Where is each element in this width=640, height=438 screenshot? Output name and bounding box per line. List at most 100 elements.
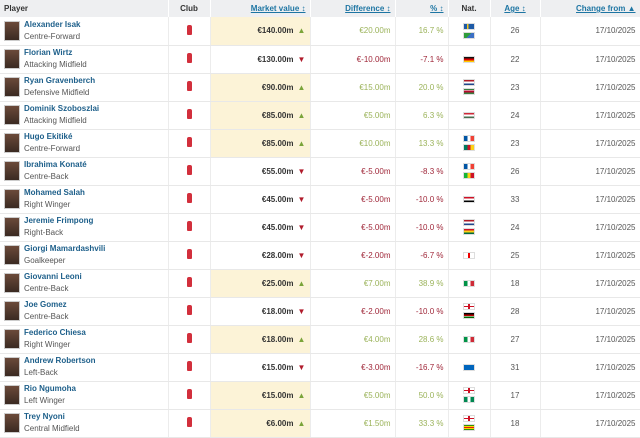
- table-row: Alexander Isak Centre-Forward €140.00m ▲ €…: [0, 17, 640, 46]
- header-club: Club: [168, 0, 211, 17]
- difference: €-3.00m: [310, 353, 396, 382]
- player-name-link[interactable]: Andrew Robertson: [24, 356, 96, 365]
- market-value: €25.00m: [261, 278, 294, 288]
- liverpool-crest-icon[interactable]: [186, 417, 192, 427]
- liverpool-crest-icon[interactable]: [186, 305, 192, 315]
- flag-france-icon: [463, 135, 475, 142]
- market-value: €45.00m: [261, 222, 294, 232]
- age: 26: [490, 17, 541, 46]
- player-photo[interactable]: [4, 133, 20, 153]
- player-photo[interactable]: [4, 413, 20, 433]
- player-position: Right Winger: [24, 340, 71, 349]
- flag-netherlands-icon: [463, 79, 475, 86]
- player-name-link[interactable]: Giovanni Leoni: [24, 272, 82, 281]
- player-position: Attacking Midfield: [24, 116, 87, 125]
- sort-change-from[interactable]: Change from ▲: [576, 4, 636, 13]
- change-from-date: 17/10/2025: [540, 353, 640, 382]
- flag-sweden-icon: [463, 22, 475, 30]
- age: 33: [490, 185, 541, 214]
- flag-france-icon: [463, 163, 475, 170]
- market-value: €130.00m: [257, 54, 294, 64]
- flag-england-icon: [463, 415, 475, 422]
- player-photo[interactable]: [4, 329, 20, 349]
- liverpool-crest-icon[interactable]: [186, 24, 192, 35]
- liverpool-crest-icon[interactable]: [186, 333, 192, 343]
- player-photo[interactable]: [4, 189, 20, 209]
- flag-nigeria-icon: [463, 396, 475, 403]
- change-from-date: 17/10/2025: [540, 185, 640, 214]
- liverpool-crest-icon[interactable]: [186, 221, 192, 231]
- market-value: €85.00m: [261, 138, 294, 148]
- liverpool-crest-icon[interactable]: [186, 81, 192, 91]
- age: 26: [490, 157, 541, 186]
- player-name-link[interactable]: Giorgi Mamardashvili: [24, 244, 106, 253]
- player-name-link[interactable]: Rio Ngumoha: [24, 384, 76, 393]
- arrow-up-icon: ▲: [297, 418, 306, 428]
- table-row: Andrew Robertson Left-Back €15.00m ▼ €-3.0…: [0, 353, 640, 382]
- player-name-link[interactable]: Ibrahima Konaté: [24, 160, 87, 169]
- liverpool-crest-icon[interactable]: [186, 53, 192, 63]
- liverpool-crest-icon[interactable]: [186, 389, 192, 399]
- liverpool-crest-icon[interactable]: [186, 137, 192, 147]
- table-row: Ryan Gravenberch Defensive Midfield €90.0…: [0, 73, 640, 102]
- percent-change: 33.3 %: [395, 409, 449, 438]
- player-name-link[interactable]: Alexander Isak: [24, 19, 81, 29]
- market-value: €6.00m: [266, 418, 294, 428]
- table-row: Dominik Szoboszlai Attacking Midfield €85…: [0, 101, 640, 130]
- percent-change: 28.6 %: [395, 325, 449, 354]
- player-name-link[interactable]: Jeremie Frimpong: [24, 216, 94, 225]
- liverpool-crest-icon[interactable]: [186, 249, 192, 259]
- player-name-link[interactable]: Ryan Gravenberch: [24, 76, 96, 85]
- flag-hungary-icon: [463, 111, 475, 119]
- change-from-date: 17/10/2025: [540, 241, 640, 270]
- arrow-up-icon: ▲: [297, 390, 306, 400]
- arrow-up-icon: ▲: [297, 82, 306, 92]
- player-photo[interactable]: [4, 20, 20, 41]
- arrow-down-icon: ▼: [297, 166, 306, 176]
- header-player: Player: [0, 0, 169, 17]
- difference: €-2.00m: [310, 297, 396, 326]
- player-position: Centre-Back: [24, 172, 69, 181]
- player-photo[interactable]: [4, 385, 20, 405]
- player-photo[interactable]: [4, 217, 20, 237]
- player-photo[interactable]: [4, 301, 20, 321]
- percent-change: 6.3 %: [395, 101, 449, 130]
- table-header: Player Club Market value ↕ Difference ↕ …: [0, 0, 640, 17]
- player-name-link[interactable]: Federico Chiesa: [24, 328, 86, 337]
- player-name-link[interactable]: Hugo Ekitiké: [24, 132, 73, 141]
- player-photo[interactable]: [4, 77, 20, 97]
- sort-market-value[interactable]: Market value ↕: [250, 4, 306, 13]
- liverpool-crest-icon[interactable]: [186, 193, 192, 203]
- sort-difference[interactable]: Difference ↕: [345, 4, 391, 13]
- player-position: Centre-Back: [24, 312, 69, 321]
- player-name-link[interactable]: Dominik Szoboszlai: [24, 104, 100, 113]
- liverpool-crest-icon[interactable]: [186, 277, 192, 287]
- player-photo[interactable]: [4, 49, 20, 69]
- player-name-link[interactable]: Mohamed Salah: [24, 188, 85, 197]
- table-row: Trey Nyoni Central Midfield €6.00m ▲ €1.50…: [0, 409, 640, 438]
- player-photo[interactable]: [4, 105, 20, 125]
- player-photo[interactable]: [4, 245, 20, 265]
- arrow-up-icon: ▲: [297, 334, 306, 344]
- percent-change: -8.3 %: [395, 157, 449, 186]
- table-row: Hugo Ekitiké Centre-Forward €85.00m ▲ €10.…: [0, 129, 640, 158]
- liverpool-crest-icon[interactable]: [186, 165, 192, 175]
- difference: €20.00m: [310, 17, 396, 46]
- player-name-link[interactable]: Florian Wirtz: [24, 48, 73, 57]
- player-photo[interactable]: [4, 357, 20, 377]
- player-photo[interactable]: [4, 161, 20, 181]
- sort-percent[interactable]: % ↕: [430, 4, 444, 13]
- player-position: Right-Back: [24, 228, 64, 237]
- player-photo[interactable]: [4, 273, 20, 293]
- difference: €-2.00m: [310, 241, 396, 270]
- liverpool-crest-icon[interactable]: [186, 361, 192, 371]
- arrow-down-icon: ▼: [297, 306, 306, 316]
- percent-change: 38.9 %: [395, 269, 449, 298]
- nationality: [448, 101, 491, 130]
- nationality: [448, 297, 491, 326]
- player-name-link[interactable]: Trey Nyoni: [24, 412, 65, 421]
- sort-age[interactable]: Age ↕: [504, 4, 526, 13]
- liverpool-crest-icon[interactable]: [186, 109, 192, 119]
- nationality: [448, 129, 491, 158]
- player-name-link[interactable]: Joe Gomez: [24, 300, 67, 309]
